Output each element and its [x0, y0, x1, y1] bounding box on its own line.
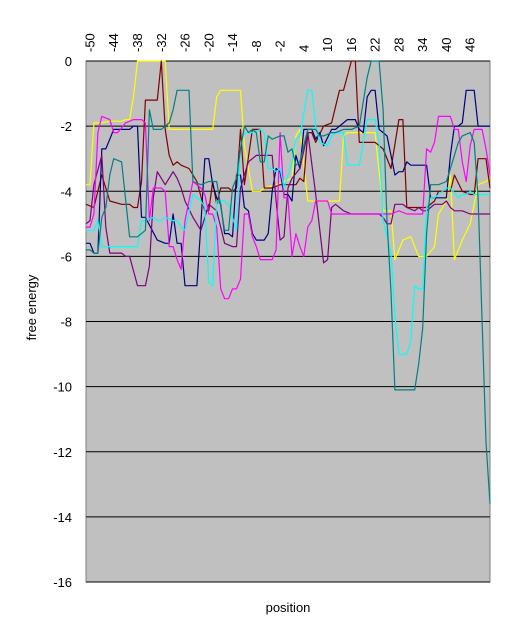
x-tick-label: -26 [178, 33, 193, 52]
y-tick-label: -12 [53, 445, 72, 460]
x-tick-label: -44 [106, 33, 121, 52]
x-tick-label: 16 [344, 38, 359, 52]
x-axis-title: position [266, 600, 311, 615]
y-tick-label: 0 [65, 54, 72, 69]
x-tick-label: -2 [273, 40, 288, 52]
y-tick-label: -8 [60, 315, 72, 330]
x-tick-label: 46 [463, 38, 478, 52]
x-tick-label: 34 [415, 38, 430, 52]
y-tick-label: -6 [60, 249, 72, 264]
y-tick-label: -4 [60, 184, 72, 199]
x-tick-label: 22 [368, 38, 383, 52]
y-axis-ticks: 0 -2 -4 -6 -8 -10 -12 -14 -16 [53, 54, 72, 590]
x-tick-label: -8 [249, 40, 264, 52]
y-tick-label: -2 [60, 119, 72, 134]
series-layer [85, 60, 491, 504]
x-tick-label: 28 [391, 38, 406, 52]
series-line-7 [86, 60, 491, 504]
y-axis-title: free energy [24, 274, 39, 340]
series-line-4 [85, 132, 490, 287]
x-tick-label: 4 [296, 45, 311, 52]
y-tick-label: -14 [53, 510, 72, 525]
x-axis-ticks: -50 -44 -38 -32 -26 -20 -14 -8 -2 4 10 16 22 28 34 40 46 [82, 33, 477, 52]
x-tick-label: -14 [225, 33, 240, 52]
y-tick-label: -10 [53, 380, 72, 395]
x-tick-label: -32 [154, 33, 169, 52]
x-tick-label: 40 [439, 38, 454, 52]
x-tick-label: -50 [82, 33, 97, 52]
series-line-6 [86, 89, 490, 355]
y-tick-label: -16 [53, 575, 72, 590]
x-tick-label: 10 [320, 38, 335, 52]
series-line-5 [86, 115, 491, 300]
x-tick-label: -38 [130, 33, 145, 52]
x-tick-label: -20 [201, 33, 216, 52]
series-line-2 [85, 60, 491, 212]
